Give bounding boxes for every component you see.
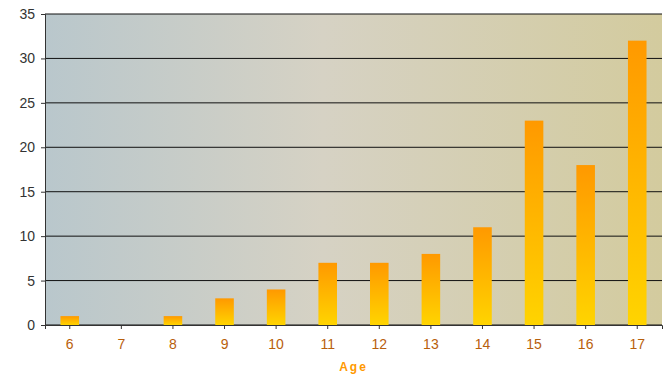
y-tick-label: 30 [19, 50, 35, 66]
grid-line [45, 191, 662, 192]
y-tick: 35 [19, 6, 45, 22]
grid-line [45, 236, 662, 237]
y-tick-label: 25 [19, 95, 35, 111]
x-tick-mark [379, 325, 380, 329]
x-tick: 10 [268, 325, 284, 352]
x-tick: 16 [578, 325, 594, 352]
x-tick-label: 13 [423, 336, 439, 352]
grid-line [45, 102, 662, 103]
x-tick-label: 9 [221, 336, 229, 352]
bar [576, 165, 595, 325]
x-tick-label: 17 [629, 336, 645, 352]
x-tick-mark [224, 325, 225, 329]
y-tick-label: 35 [19, 6, 35, 22]
grid [45, 14, 662, 325]
bar [112, 325, 131, 326]
x-tick-mark [482, 325, 483, 329]
y-tick: 10 [19, 228, 45, 244]
x-tick-mark [327, 325, 328, 329]
x-tick-mark [276, 325, 277, 329]
x-tick-mark [585, 325, 586, 329]
bars [60, 41, 646, 325]
y-tick: 0 [27, 317, 45, 333]
x-tick-label: 15 [526, 336, 542, 352]
grid-line [45, 147, 662, 148]
y-axis-line [41, 15, 46, 326]
y-tick-mark [41, 147, 45, 148]
bar [60, 316, 79, 325]
x-tick-mark [637, 325, 638, 329]
x-tick: 13 [423, 325, 439, 352]
x-tick-mark [534, 325, 535, 329]
x-tick-label: 14 [475, 336, 491, 352]
x-tick: 14 [475, 325, 491, 352]
x-axis: 6 7 8 9 10 11 12 13 14 15 16 17 [46, 325, 663, 352]
x-tick: 6 [66, 325, 74, 352]
grid-line [45, 280, 662, 281]
x-tick: 9 [221, 325, 229, 352]
y-tick-label: 10 [19, 228, 35, 244]
x-axis-title: Age [339, 360, 368, 374]
y-tick: 5 [27, 273, 45, 289]
x-tick-label: 16 [578, 336, 594, 352]
bar [422, 254, 441, 325]
x-tick-mark [121, 325, 122, 329]
y-tick-mark [41, 236, 45, 237]
bar [473, 227, 492, 325]
bar [267, 289, 286, 325]
x-tick: 7 [117, 325, 125, 352]
y-tick-label: 5 [27, 273, 35, 289]
bar [628, 41, 647, 325]
y-tick: 25 [19, 95, 45, 111]
x-tick: 12 [372, 325, 388, 352]
x-tick-mark [172, 325, 173, 329]
y-tick: 15 [19, 184, 45, 200]
x-tick-label: 7 [117, 336, 125, 352]
y-tick: 20 [19, 139, 45, 155]
bar [370, 263, 389, 325]
x-tick-label: 12 [372, 336, 388, 352]
x-tick-label: 8 [169, 336, 177, 352]
bar [164, 316, 183, 325]
y-tick-mark [41, 281, 45, 282]
y-tick-label: 20 [19, 139, 35, 155]
x-tick-label: 10 [268, 336, 284, 352]
x-tick: 8 [169, 325, 177, 352]
grid-line [45, 58, 662, 59]
grid-line [45, 14, 662, 15]
x-tick: 15 [526, 325, 542, 352]
x-axis-line [46, 326, 663, 330]
y-tick-label: 0 [27, 317, 35, 333]
bar [318, 263, 337, 325]
plot-background [45, 14, 662, 325]
x-tick: 11 [320, 325, 335, 352]
y-tick-mark [41, 192, 45, 193]
y-tick-mark [41, 325, 45, 326]
x-tick-mark [430, 325, 431, 329]
x-tick-label: 6 [66, 336, 74, 352]
y-tick-mark [41, 103, 45, 104]
x-tick-mark [69, 325, 70, 329]
y-tick: 30 [19, 50, 45, 66]
y-tick-mark [41, 14, 45, 15]
x-tick: 17 [629, 325, 645, 352]
bar [525, 121, 544, 325]
bar [215, 298, 234, 325]
y-axis: 0 5 10 15 20 25 30 35 [19, 6, 45, 333]
x-tick-label: 11 [320, 336, 335, 352]
y-tick-mark [41, 58, 45, 59]
y-tick-label: 15 [19, 184, 35, 200]
